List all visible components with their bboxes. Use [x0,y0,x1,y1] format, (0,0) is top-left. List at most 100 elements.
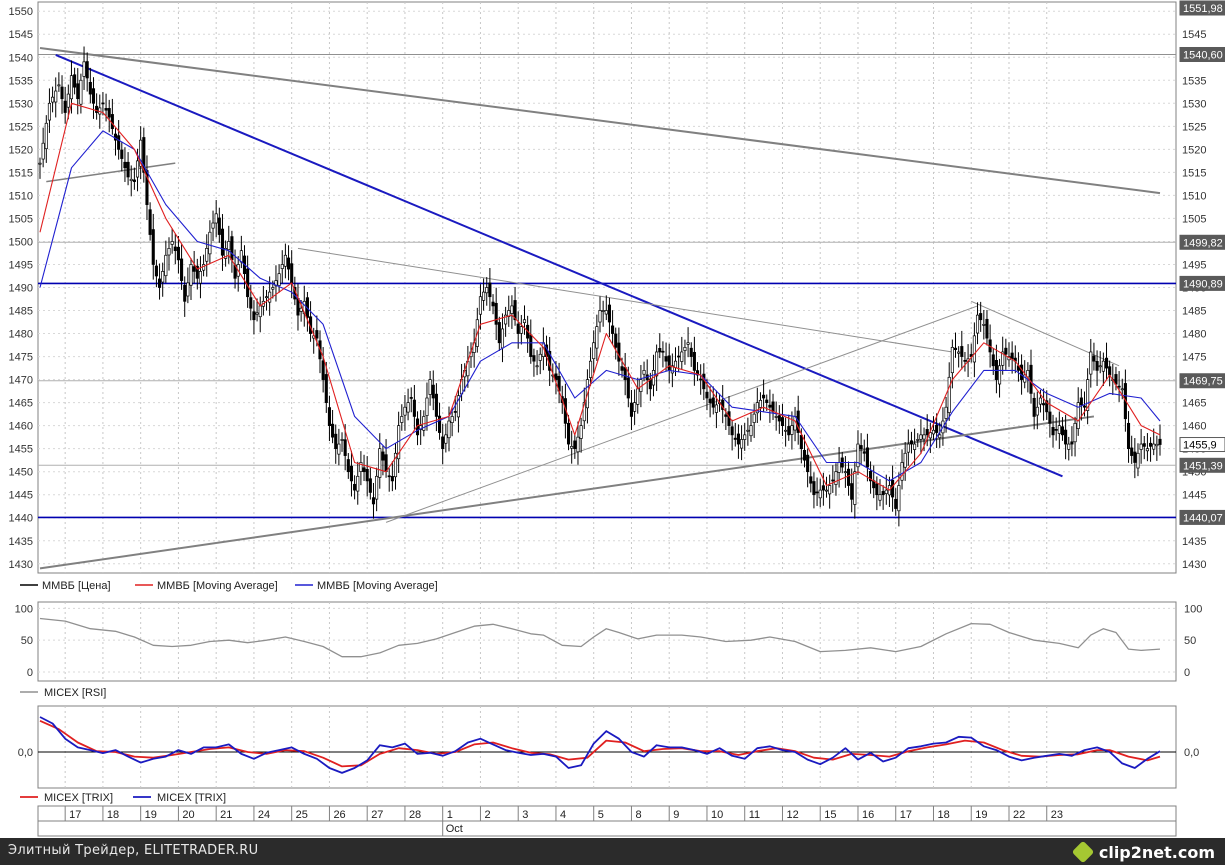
candle-body [280,264,284,269]
candle-body [230,236,234,261]
candle-body [299,307,303,312]
y-tick-label-left: 1430 [9,559,33,571]
candle-body [601,310,605,312]
candle-body [1067,443,1071,450]
candle-body [802,449,807,461]
candle-body [403,406,407,416]
candle-body [450,416,454,423]
candle-body [202,264,206,271]
candle-body [478,296,482,315]
candle-body [1108,366,1112,376]
clip2net-logo-icon [1071,840,1095,864]
candle-body [183,284,187,302]
candle-body [1142,443,1146,447]
price-label: 1551,98 [1183,3,1223,15]
candle-body [412,399,416,417]
candle-body [447,420,451,439]
candle-body [1045,400,1049,413]
candle-body [264,296,269,299]
candle-body [784,429,788,432]
y-tick-label-left: 1495 [9,259,33,271]
candle-body [321,360,325,380]
candle-body [434,393,438,417]
legend-label: MICEX [TRIX] [157,792,226,804]
candle-body [576,436,580,453]
candle-body [110,114,114,129]
candle-body [324,374,328,403]
candle-body [135,160,140,178]
chart-canvas: 1430143014351435144014401445144514501450… [9,0,1225,837]
candle-body [705,391,709,399]
candle-body [963,360,967,362]
candle-body [714,404,718,413]
candle-body [368,478,372,493]
candle-body [938,434,942,439]
y-tick-label-left: 1480 [9,329,33,341]
y-tick-label-left: 1460 [9,421,33,433]
candle-body [686,342,690,345]
candle-body [626,377,630,399]
time-axis: 17 18 19 20 21 24 25 26 27 28 1 2 3 4 5 8 9 10 11 12 15 16 17 1… [37,805,1177,837]
y-tick-label-left: 1545 [9,29,33,41]
legend-label: ММВБ [Moving Average] [317,580,438,592]
y-tick-label-right: 1480 [1182,329,1206,341]
candle-body [909,440,914,445]
time-axis-label: 17 [900,809,912,821]
candle-body [129,178,133,182]
candle-body [1060,426,1065,436]
candle-body [1104,357,1109,369]
candle-body [708,398,712,403]
price-label-box [1179,437,1225,453]
candle-body [916,439,920,441]
candle-body [227,241,231,250]
candle-body [762,394,766,399]
candle-body [991,354,995,367]
price-label: 1540,60 [1183,49,1223,61]
y-tick-label-right: 1475 [1182,352,1206,364]
candle-body [428,379,432,395]
candle-body [57,84,61,87]
candle-body [960,346,964,357]
price-label-box [1179,373,1225,389]
y-tick-label-right: 1525 [1182,121,1206,133]
candle-body [346,459,350,473]
candle-body [252,311,256,321]
time-axis-label: 17 [69,809,81,821]
candle-body [494,302,498,325]
candle-body [1149,442,1153,447]
candle-body [359,462,363,472]
candle-body [198,271,202,284]
candle-body [906,443,910,453]
candle-body [894,498,898,509]
candle-body [441,436,445,450]
time-axis-label: 25 [296,809,308,821]
candle-body [170,241,174,245]
candle-body [661,350,665,353]
y-tick-label-right: 1460 [1182,421,1206,433]
candle-body [63,100,67,113]
candle-body [972,335,976,363]
candle-body [519,326,523,334]
candle-body [522,319,527,324]
candle-body [806,454,810,473]
candle-body [271,287,275,290]
brand-logo[interactable]: clip2net.com [1071,840,1215,864]
candle-body [1136,452,1140,469]
time-axis-label: 5 [598,809,604,821]
y-tick-label-right: 1465 [1182,398,1206,410]
candle-body [746,429,750,432]
y-tick-label-right: 1545 [1182,29,1206,41]
y-tick-label-right: 1435 [1182,536,1206,548]
candle-body [123,161,127,169]
candle-body [41,142,45,160]
trix-line [39,716,1161,774]
candle-body [843,471,847,474]
candle-body [1155,443,1159,447]
candle-body [189,264,193,286]
candle-body [290,263,294,284]
candle-body [1101,360,1105,372]
y-tick-label-right: 1445 [1182,490,1206,502]
candle-body [151,229,155,265]
candle-body [740,439,744,449]
candle-body [142,137,146,173]
